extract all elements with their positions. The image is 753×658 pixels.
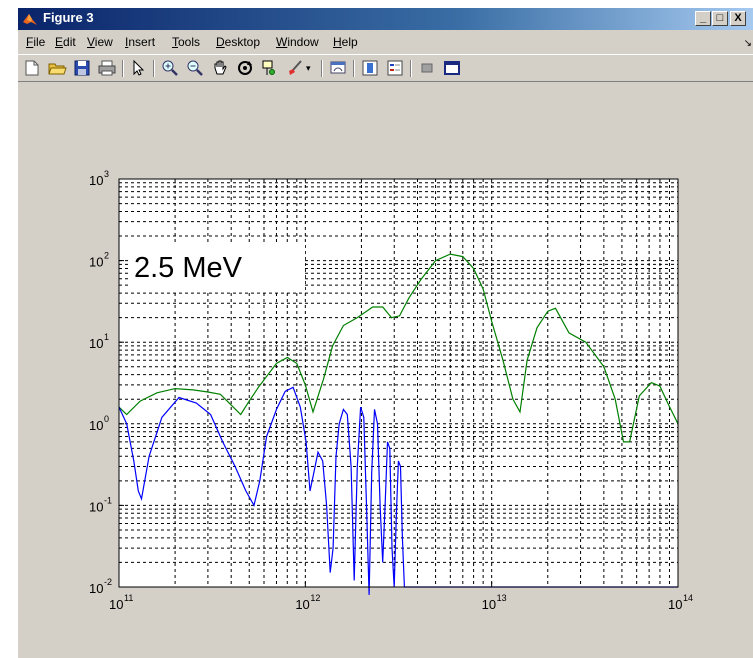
y-tick-exponent: -1 xyxy=(104,495,112,505)
pan-hand-icon[interactable] xyxy=(210,59,230,77)
y-tick-label: 10 xyxy=(89,418,103,433)
figure-toolbar: ▾ xyxy=(18,54,753,82)
menu-file[interactable]: File xyxy=(26,35,46,49)
legend-icon[interactable] xyxy=(385,59,405,77)
menu-edit[interactable]: Edit xyxy=(55,35,76,49)
axes-box xyxy=(118,178,679,588)
data-cursor-icon[interactable] xyxy=(260,59,280,77)
x-tick-exponent: 14 xyxy=(683,593,693,603)
toolbar-separator xyxy=(153,60,155,77)
energy-annotation: 2.5 MeV xyxy=(130,244,305,292)
print-icon[interactable] xyxy=(97,59,117,77)
toolbar-separator xyxy=(122,60,124,77)
y-tick-exponent: 2 xyxy=(104,251,109,261)
hide-plot-tools-icon[interactable] xyxy=(417,59,437,77)
y-tick-label: 10 xyxy=(89,255,103,270)
y-tick-exponent: 1 xyxy=(104,332,109,342)
minimize-button[interactable]: _ xyxy=(695,11,711,26)
zoom-out-icon[interactable] xyxy=(185,59,205,77)
maximize-icon: □ xyxy=(716,12,724,24)
open-file-icon[interactable] xyxy=(47,59,67,77)
y-tick-label: 10 xyxy=(89,173,103,188)
show-plot-tools-icon[interactable] xyxy=(442,59,462,77)
menu-window[interactable]: Window xyxy=(276,35,319,49)
menu-desktop[interactable]: Desktop xyxy=(216,35,261,49)
toolbar-separator xyxy=(353,60,355,77)
menu-help[interactable]: Help xyxy=(333,35,358,49)
y-tick-label: 10 xyxy=(89,336,103,351)
y-tick-exponent: 0 xyxy=(104,414,109,424)
menu-tools[interactable]: Tools xyxy=(172,35,201,49)
toolbar-separator xyxy=(410,60,412,77)
save-icon[interactable] xyxy=(72,59,92,77)
window-title: Figure 3 xyxy=(43,10,94,25)
minimize-icon: _ xyxy=(699,12,707,24)
x-tick-exponent: 11 xyxy=(124,593,133,603)
menu-bar: File Edit View Insert Tools Desktop Wind… xyxy=(18,32,753,52)
y-tick-label: 10 xyxy=(89,581,103,596)
series-line-1 xyxy=(118,253,679,443)
x-tick-label: 10 xyxy=(109,597,123,612)
x-tick-label: 10 xyxy=(482,597,496,612)
brush-icon[interactable] xyxy=(285,59,305,77)
title-bar[interactable]: Figure 3 _ □ X xyxy=(18,8,753,30)
colorbar-icon[interactable] xyxy=(360,59,380,77)
menu-insert[interactable]: Insert xyxy=(125,35,156,49)
toolbar-separator xyxy=(321,60,323,77)
x-tick-exponent: 12 xyxy=(310,593,320,603)
close-icon: X xyxy=(734,12,742,24)
rotate-3d-icon[interactable] xyxy=(235,59,255,77)
x-tick-label: 10 xyxy=(295,597,309,612)
y-tick-label: 10 xyxy=(89,499,103,514)
close-button[interactable]: X xyxy=(730,11,746,26)
plot-area: 10 11 10 12 10 13 10 14 10 -2 10 -1 10 0 10 1 10 2 10 3 2.5… xyxy=(18,84,753,658)
edit-plot-arrow-icon[interactable] xyxy=(128,59,148,77)
new-figure-icon[interactable] xyxy=(22,59,42,77)
plot-background xyxy=(119,179,678,587)
y-tick-exponent: -2 xyxy=(104,577,112,587)
figure-window: Figure 3 _ □ X File Edit View Insert Too… xyxy=(17,8,753,658)
menu-view[interactable]: View xyxy=(87,35,113,49)
zoom-in-icon[interactable] xyxy=(160,59,180,77)
series-line-2 xyxy=(118,386,678,595)
maximize-button[interactable]: □ xyxy=(712,11,728,26)
dock-arrow-icon[interactable]: ↘ xyxy=(743,38,752,49)
x-tick-label: 10 xyxy=(668,597,682,612)
link-plot-icon[interactable] xyxy=(328,59,348,77)
matlab-logo-icon xyxy=(23,14,37,25)
y-tick-exponent: 3 xyxy=(104,169,109,179)
brush-dropdown-icon[interactable]: ▾ xyxy=(306,63,311,73)
x-tick-exponent: 13 xyxy=(497,593,507,603)
